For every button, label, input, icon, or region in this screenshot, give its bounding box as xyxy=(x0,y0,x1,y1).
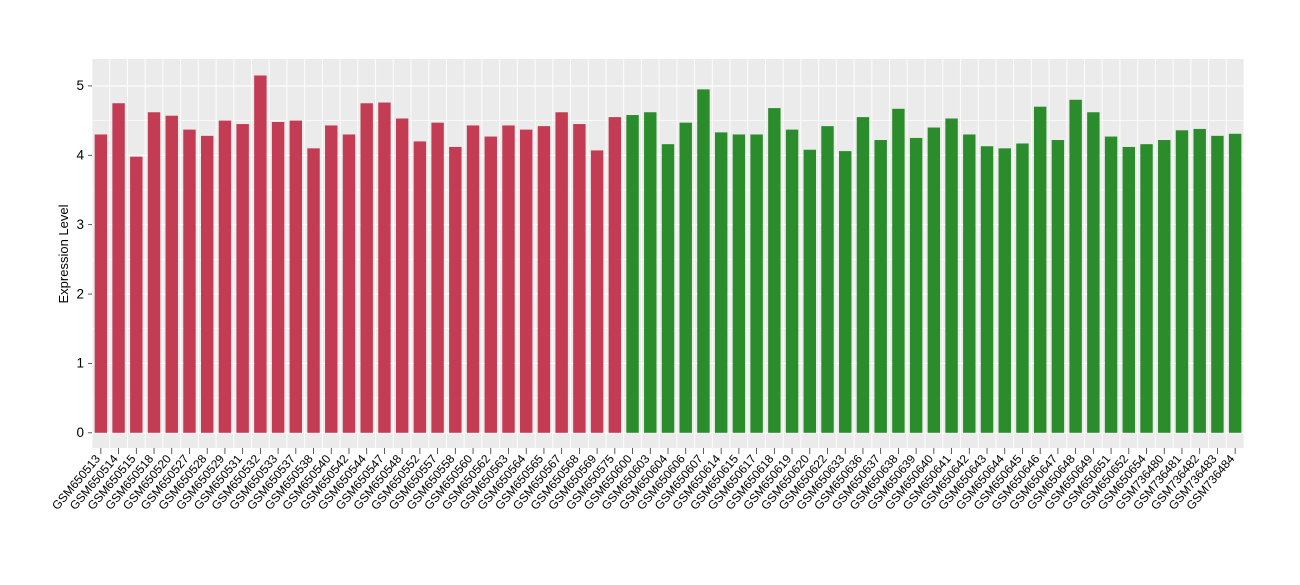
svg-text:5: 5 xyxy=(76,78,84,93)
svg-text:3: 3 xyxy=(76,217,84,232)
svg-text:2: 2 xyxy=(76,286,84,301)
svg-text:0: 0 xyxy=(76,425,84,440)
svg-text:4: 4 xyxy=(76,148,84,163)
svg-text:1: 1 xyxy=(76,356,84,371)
